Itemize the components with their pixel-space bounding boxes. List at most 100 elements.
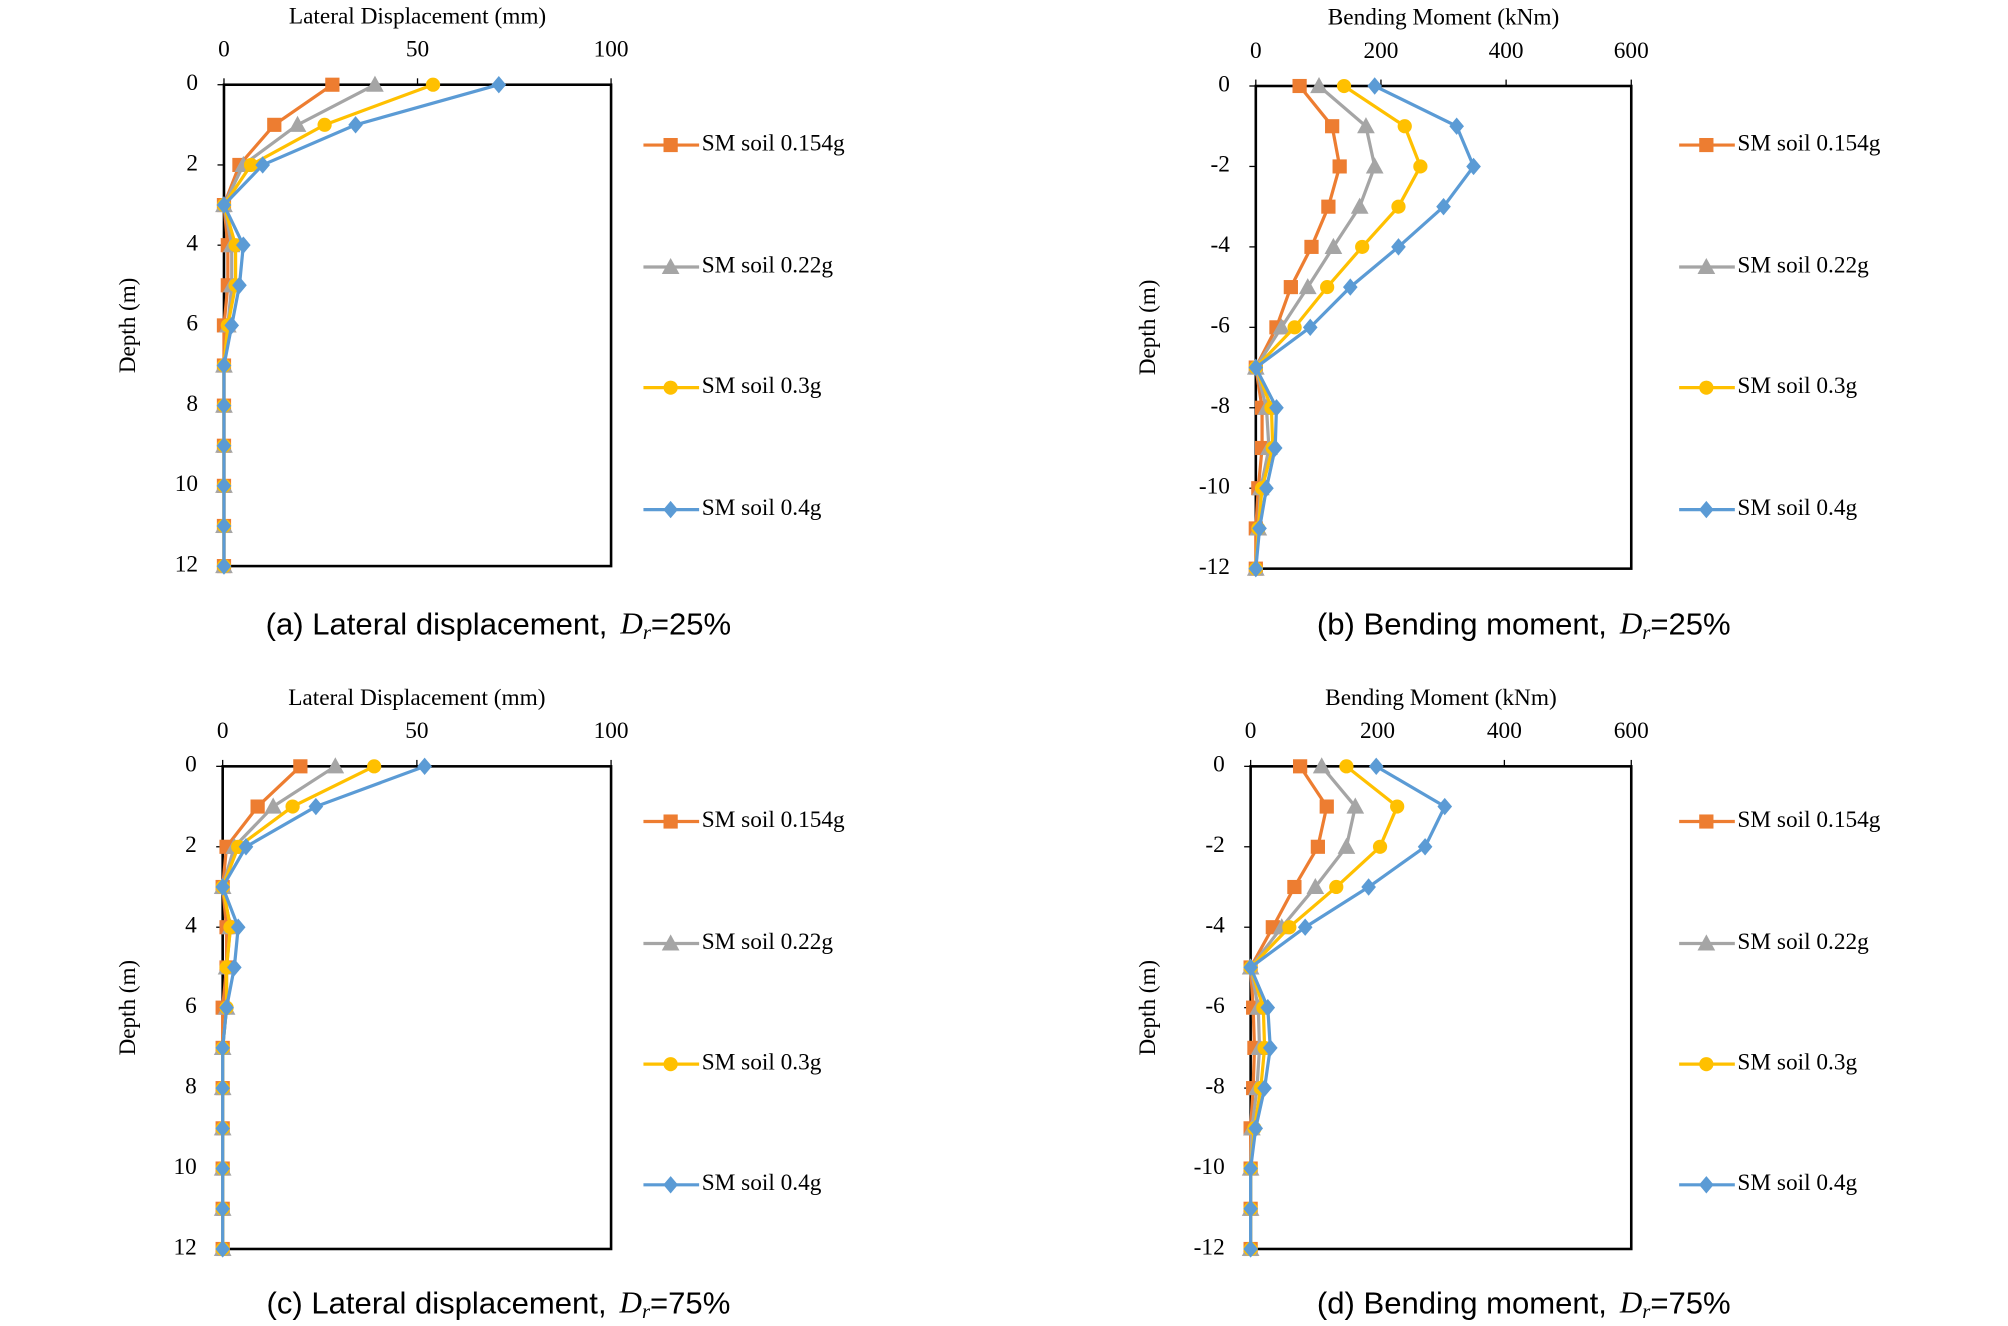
marker — [491, 76, 507, 94]
marker — [367, 759, 382, 774]
caption-subscript: r — [1642, 622, 1651, 644]
caption: (d) Bending moment, Dr=75% — [1317, 1285, 1731, 1323]
y-tick-label: 12 — [175, 551, 198, 577]
marker — [417, 757, 432, 776]
x-axis-title: Bending Moment (kNm) — [1325, 685, 1557, 711]
marker — [1466, 157, 1481, 176]
marker — [1397, 119, 1412, 134]
y-tick-label: 2 — [185, 832, 197, 858]
marker — [1413, 159, 1428, 174]
marker — [1312, 757, 1331, 774]
caption-text: (d) Bending moment, — [1317, 1286, 1607, 1321]
marker — [1287, 879, 1302, 895]
y-tick-label: -12 — [1199, 554, 1230, 580]
y-tick-label: -10 — [1199, 474, 1230, 500]
y-tick-label: -12 — [1194, 1234, 1225, 1260]
legend-marker — [663, 380, 678, 395]
caption-suffix: =75% — [1650, 1286, 1730, 1321]
marker — [1302, 318, 1318, 337]
x-axis-title: Lateral Displacement (mm) — [289, 3, 546, 29]
legend-label: SM soil 0.4g — [1737, 495, 1857, 521]
plot-frame — [221, 765, 613, 1251]
marker — [236, 236, 251, 254]
marker — [1449, 117, 1464, 135]
y-tick-label: -8 — [1211, 393, 1230, 419]
x-tick-label: 400 — [1487, 718, 1522, 744]
caption-text: (c) Lateral displacement, — [267, 1286, 607, 1321]
marker — [1367, 77, 1383, 95]
marker — [1269, 399, 1284, 417]
y-tick-label: 10 — [175, 471, 198, 497]
caption-symbol: D — [1619, 1285, 1642, 1320]
caption-subscript: r — [643, 622, 652, 644]
marker — [1283, 280, 1298, 295]
caption-suffix: =25% — [1650, 607, 1730, 642]
marker — [1346, 797, 1365, 814]
legend-label: SM soil 0.22g — [702, 929, 834, 955]
marker — [1262, 1039, 1278, 1057]
caption-subscript: r — [1642, 1301, 1651, 1323]
marker — [1417, 838, 1433, 856]
legend-marker — [661, 934, 680, 951]
marker — [1325, 119, 1340, 134]
marker — [326, 757, 345, 774]
legend-label: SM soil 0.3g — [1737, 1050, 1857, 1076]
marker — [425, 77, 441, 92]
caption-text: (a) Lateral displacement, — [266, 607, 608, 642]
y-tick-label: 4 — [186, 231, 198, 257]
marker — [1259, 479, 1274, 497]
marker — [1267, 439, 1283, 457]
marker — [1252, 519, 1267, 538]
marker — [1329, 879, 1344, 895]
x-axis-title: Bending Moment (kNm) — [1328, 5, 1560, 31]
legend-label: SM soil 0.154g — [1737, 130, 1880, 156]
marker — [264, 797, 283, 814]
marker — [285, 799, 300, 814]
marker — [1310, 839, 1325, 854]
marker — [215, 878, 230, 896]
marker — [216, 396, 232, 415]
marker — [317, 117, 332, 132]
caption-symbol: D — [1619, 606, 1642, 641]
marker — [1306, 877, 1325, 895]
marker — [1391, 238, 1406, 256]
marker — [250, 799, 265, 814]
y-tick-label: -6 — [1205, 993, 1224, 1019]
marker — [1368, 757, 1384, 776]
marker — [1355, 239, 1370, 254]
x-axis-title: Lateral Displacement (mm) — [288, 685, 545, 711]
y-axis-title: Depth (m) — [1135, 280, 1161, 376]
marker — [1304, 239, 1319, 254]
legend-marker — [1697, 257, 1716, 275]
marker — [215, 1039, 230, 1057]
marker — [308, 797, 324, 816]
x-tick-label: 400 — [1489, 38, 1524, 64]
marker — [1298, 278, 1317, 295]
marker — [1336, 78, 1352, 94]
marker — [215, 1119, 230, 1138]
marker — [216, 356, 232, 375]
marker — [1310, 76, 1328, 94]
marker — [1243, 1200, 1258, 1218]
legend-marker — [1699, 380, 1714, 395]
marker — [227, 958, 242, 977]
marker — [1372, 839, 1388, 854]
marker — [1248, 358, 1264, 377]
legend-marker — [663, 1176, 678, 1194]
caption-symbol: D — [619, 1285, 642, 1320]
caption-suffix: =25% — [651, 607, 731, 642]
y-tick-label: -4 — [1211, 232, 1231, 258]
legend-label: SM soil 0.4g — [1737, 1170, 1857, 1196]
marker — [1361, 878, 1376, 896]
y-tick-label: 6 — [186, 311, 198, 337]
y-tick-label: 6 — [185, 993, 197, 1019]
marker — [232, 276, 247, 294]
marker — [1287, 320, 1302, 335]
marker — [215, 1240, 230, 1258]
marker — [1243, 1159, 1258, 1178]
y-axis-title: Depth (m) — [1135, 960, 1161, 1056]
series-line — [221, 764, 375, 1249]
legend-marker — [661, 257, 680, 275]
